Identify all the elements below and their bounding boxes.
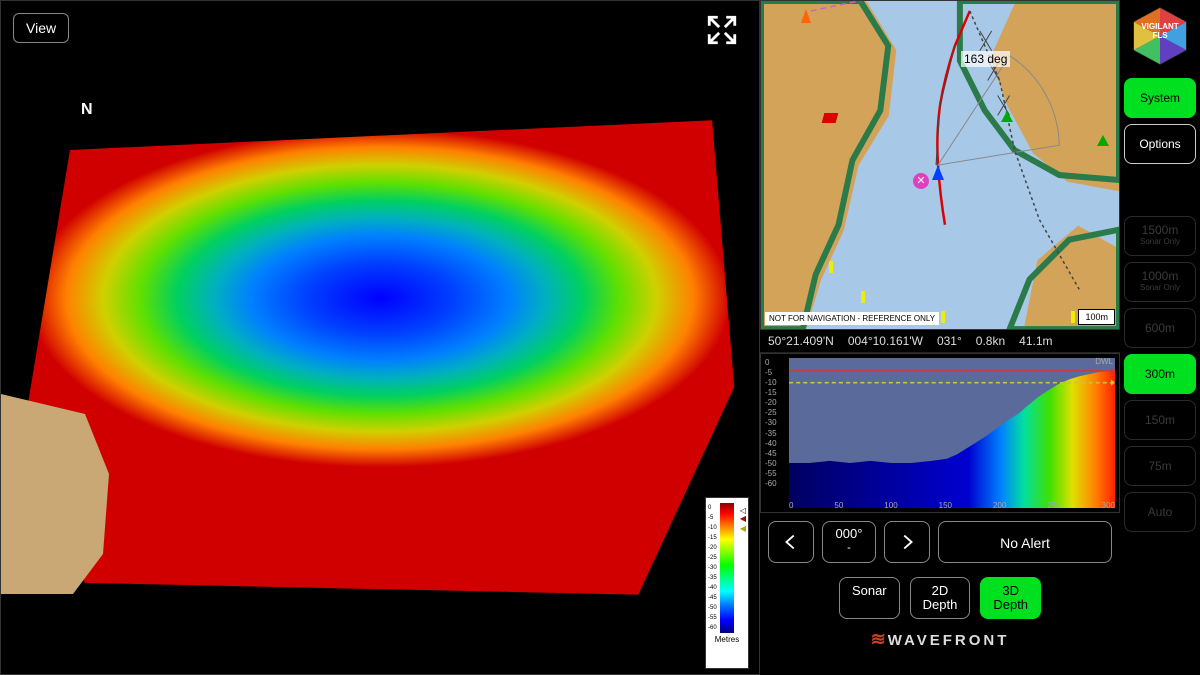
- depth-profile-chart: DWL 0-5-10-15-20-25-30 -35-40-45-50-55-6…: [760, 353, 1120, 513]
- system-button[interactable]: System: [1124, 78, 1196, 118]
- profile-svg: [789, 358, 1115, 508]
- mode-3d-depth-button[interactable]: 3DDepth: [980, 577, 1041, 619]
- status-speed: 0.8kn: [976, 334, 1005, 348]
- chart-disclaimer: NOT FOR NAVIGATION - REFERENCE ONLY: [765, 312, 939, 325]
- bathymetry-terrain: [11, 61, 749, 654]
- range-600m-button[interactable]: 600m: [1124, 308, 1196, 348]
- status-heading: 031°: [937, 334, 962, 348]
- marker-yellow-icon: [941, 311, 945, 323]
- marker-green-icon: [1097, 135, 1109, 146]
- heading-display: 000° -: [822, 521, 876, 563]
- mode-button-row: Sonar 2DDepth 3DDepth: [760, 571, 1120, 625]
- marker-yellow-icon: [829, 261, 833, 273]
- heading-control-row: 000° - No Alert: [760, 513, 1120, 571]
- mode-sonar-button[interactable]: Sonar: [839, 577, 900, 619]
- status-depth: 41.1m: [1019, 334, 1052, 348]
- range-300m-button[interactable]: 300m: [1124, 354, 1196, 394]
- right-sidebar: VIGILANTFLS System Options 1500mSonar On…: [1120, 0, 1200, 675]
- range-150m-button[interactable]: 150m: [1124, 400, 1196, 440]
- depth-color-legend: 0-5-10-15-20-25-30 -35-40-45-50-55-60 ◁ …: [705, 497, 749, 669]
- nautical-chart[interactable]: ✕ 163 deg NOT FOR NAVIGATION - REFERENCE…: [760, 0, 1120, 330]
- mode-2d-depth-button[interactable]: 2DDepth: [910, 577, 971, 619]
- chart-overlay: [761, 1, 1119, 329]
- heading-left-button[interactable]: [768, 521, 814, 563]
- view-button[interactable]: View: [13, 13, 69, 43]
- heading-right-button[interactable]: [884, 521, 930, 563]
- range-1000m-button[interactable]: 1000mSonar Only: [1124, 262, 1196, 302]
- alert-status[interactable]: No Alert: [938, 521, 1112, 563]
- expand-icon[interactable]: [701, 9, 743, 51]
- status-lon: 004°10.161'W: [848, 334, 923, 348]
- sonar-3d-view[interactable]: View N 0-5-10-15-20-25-30 -35-40-45-50-5…: [0, 0, 760, 675]
- marker-yellow-icon: [1071, 311, 1075, 323]
- profile-x-axis: 050100150200250300: [789, 501, 1115, 510]
- legend-unit: Metres: [709, 635, 745, 644]
- chart-scale: 100m: [1078, 309, 1115, 325]
- range-1500m-button[interactable]: 1500mSonar Only: [1124, 216, 1196, 256]
- marker-red-icon: [822, 113, 839, 123]
- marker-orange-icon: [801, 9, 811, 23]
- chart-heading-label: 163 deg: [961, 51, 1010, 67]
- compass-north-label: N: [81, 101, 93, 119]
- range-auto-button[interactable]: Auto: [1124, 492, 1196, 532]
- options-button[interactable]: Options: [1124, 124, 1196, 164]
- range-75m-button[interactable]: 75m: [1124, 446, 1196, 486]
- profile-y-axis: 0-5-10-15-20-25-30 -35-40-45-50-55-60: [765, 358, 777, 488]
- marker-waypoint-icon: ✕: [913, 173, 929, 189]
- marker-yellow-icon: [861, 291, 865, 303]
- dwl-label: DWL: [1095, 357, 1113, 366]
- brand-logo: ≋WAVEFRONT: [760, 625, 1120, 654]
- vigilant-logo: VIGILANTFLS: [1128, 6, 1192, 66]
- marker-green-icon: [1001, 111, 1013, 122]
- wave-icon: ≋: [871, 629, 884, 649]
- status-lat: 50°21.409'N: [768, 334, 834, 348]
- status-bar: 50°21.409'N 004°10.161'W 031° 0.8kn 41.1…: [760, 330, 1120, 353]
